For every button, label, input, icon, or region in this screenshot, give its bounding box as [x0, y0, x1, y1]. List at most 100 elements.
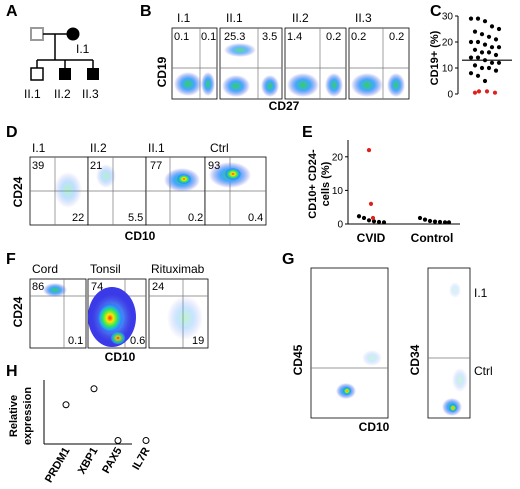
- panel-c-point: [489, 24, 495, 29]
- panel-g-ylabel-right: CD34: [408, 344, 422, 375]
- panel-f-plot-2-lr: 0.6: [130, 335, 145, 347]
- panel-g-label-bottom: Ctrl: [474, 364, 493, 378]
- panel-h-axis: PRDM1 XBP1 PAX5 IL7R: [43, 380, 153, 485]
- panel-b-ylabel: CD19: [155, 56, 169, 87]
- panel-b-plot-1: I.1 0.1 0.1: [171, 11, 218, 100]
- panel-c-point: [482, 42, 488, 47]
- panel-h-category-label: PRDM1: [43, 446, 73, 485]
- panel-c-ytick-label: 10: [442, 64, 454, 75]
- panel-e-point: [366, 218, 372, 223]
- panel-e-point: [442, 220, 448, 225]
- panel-c-point: [472, 29, 478, 34]
- panel-e-ytick-label: 20: [332, 152, 344, 163]
- panel-c-point: [479, 65, 485, 71]
- panel-c-point: [468, 16, 474, 21]
- panel-f-plot-3-title: Rituximab: [151, 262, 205, 276]
- panel-g-label-top: I.1: [474, 286, 488, 300]
- panel-c-point: [475, 73, 481, 78]
- panel-c-ylabel: CD19+ (%): [429, 30, 441, 85]
- panel-d-plot-3: II.1 77 0.2: [145, 141, 206, 226]
- panel-d-plot-1: I.1 39 22: [29, 141, 89, 226]
- panel-d-plot-4-lr: 0.4: [248, 212, 263, 224]
- panel-d-plot-3-ul: 77: [150, 160, 162, 172]
- panel-f-plot-3: Rituximab 24 19: [148, 262, 209, 349]
- panel-h-point: [62, 401, 70, 409]
- pedigree-ii3-symbol: [87, 68, 99, 80]
- panel-f-ylabel: CD24: [11, 296, 25, 327]
- panel-h-ylabel-line2: expression: [22, 387, 34, 445]
- panel-b-plot-3: II.2 1.4 0.2: [284, 11, 347, 100]
- panel-b-plot-4-ul: 0.2: [351, 31, 366, 43]
- panel-f-plot-3-ul: 24: [152, 281, 164, 293]
- panel-a: A I.1 II.1 II.2 II.3: [6, 3, 99, 101]
- panel-g-plot-right: [427, 267, 471, 419]
- panel-h-points: [62, 385, 150, 445]
- panel-c-point: [489, 60, 495, 65]
- panel-c-ytick-label: 0: [447, 90, 453, 101]
- panel-f-plot-3-lr: 19: [192, 335, 204, 347]
- panel-c-point: [475, 39, 481, 45]
- panel-d-plot-1-lr: 22: [72, 212, 84, 224]
- panel-c-point: [468, 71, 474, 76]
- panel-h-point: [90, 385, 98, 393]
- panel-h-category-label: IL7R: [130, 445, 152, 472]
- panel-e-point: [437, 219, 443, 225]
- panel-e-point: [356, 214, 362, 219]
- panel-f-plot-1-title: Cord: [32, 262, 58, 276]
- panel-c-point: [489, 45, 495, 50]
- panel-c-point: [482, 78, 488, 84]
- pedigree-label-ii3: II.3: [82, 87, 99, 101]
- pedigree-ii2-symbol: [59, 68, 71, 80]
- pedigree-label-i1: I.1: [76, 42, 90, 56]
- panel-e-point: [432, 219, 438, 224]
- panel-e-point: [446, 220, 452, 225]
- pedigree-mother-symbol: [66, 27, 80, 41]
- panel-e-point: [422, 217, 428, 222]
- panel-f-plot-2-title: Tonsil: [90, 262, 121, 276]
- panel-b: B CD19 CD27 I.1 0.1 0.1 II.1 25.3 3.5: [140, 3, 410, 113]
- panel-d: D CD24 CD10 I.1 39 22 II.2 21 5.5: [6, 124, 267, 243]
- pedigree-label-ii2: II.2: [54, 87, 71, 101]
- panel-d-plot-3-lr: 0.2: [188, 212, 203, 224]
- panel-f-xlabel: CD10: [105, 350, 136, 364]
- panel-e-label: E: [302, 124, 313, 141]
- panel-c-point: [479, 50, 485, 55]
- panel-f-label: F: [6, 251, 16, 268]
- panel-h-label: H: [6, 363, 18, 380]
- panel-d-plot-1-title: I.1: [32, 141, 46, 155]
- panel-d-xlabel: CD10: [125, 229, 156, 243]
- panel-h-ylabel-line1: Relative: [8, 395, 20, 437]
- panel-f-plot-2: Tonsil 74 0.6: [87, 262, 147, 349]
- panel-b-plot-3-ul: 1.4: [287, 31, 302, 43]
- panel-c-point-red: [484, 89, 490, 94]
- panel-e: E CD10+ CD24- cells (%) 0 10 20 CVID Control: [302, 124, 460, 245]
- panel-c-point: [468, 55, 474, 60]
- panel-c-point: [482, 58, 488, 63]
- panel-c-point: [482, 19, 488, 24]
- panel-e-category-label: Control: [411, 231, 454, 245]
- panel-c-point: [468, 39, 474, 45]
- panel-d-plot-4-title: Ctrl: [210, 141, 229, 155]
- panel-b-plot-2: II.1 25.3 3.5: [219, 11, 283, 100]
- panel-d-plot-4: Ctrl 93 0.4: [204, 141, 267, 226]
- panel-c-point-red: [492, 90, 498, 95]
- panel-b-plot-4: II.3 0.2 0.2: [348, 11, 410, 100]
- panel-d-plot-2-lr: 5.5: [128, 212, 143, 224]
- panel-c-ytick-label: 30: [442, 12, 454, 23]
- panel-e-point-red: [368, 201, 374, 206]
- panel-c-point: [479, 32, 485, 37]
- panel-e-point: [381, 220, 387, 225]
- panel-f-plot-1-lr: 0.1: [68, 335, 83, 347]
- panel-c-point: [493, 52, 499, 58]
- panel-c-point: [493, 68, 499, 73]
- panel-c-points: [462, 16, 512, 95]
- panel-c-point: [486, 50, 492, 55]
- panel-h-category-label: XBP1: [76, 446, 101, 477]
- panel-b-plot-2-ur: 3.5: [262, 31, 277, 43]
- panel-e-point: [361, 215, 367, 221]
- panel-c-point: [472, 47, 478, 52]
- panel-f-plot-1: Cord 86 0.1: [29, 262, 87, 349]
- panel-h-category-label: PAX5: [100, 446, 124, 476]
- panel-f-plot-2-ul: 74: [91, 281, 103, 293]
- panel-c-point: [496, 60, 502, 65]
